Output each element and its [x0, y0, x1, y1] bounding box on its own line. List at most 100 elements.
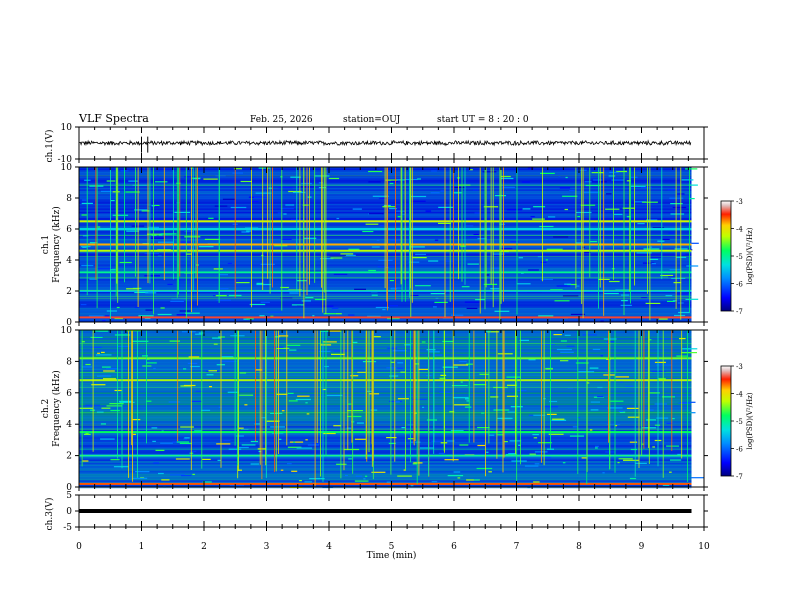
ch1-spec-speckle	[431, 170, 437, 172]
ch2-spec-speckle	[362, 361, 377, 363]
ch1-spec-speckle	[492, 253, 505, 255]
ch1-spec-speckle	[622, 207, 635, 209]
ch2-spec-speckle	[169, 340, 180, 342]
ch2-spec-speckle	[288, 400, 298, 402]
ch2-spec-speckle	[365, 475, 368, 477]
ch1-spec-speckle	[464, 301, 480, 303]
ch2-spec-speckle	[280, 469, 284, 471]
ch2-spec-noise-row	[79, 374, 692, 377]
ch1-spec-speckle	[307, 270, 324, 272]
ch2-spec-noise-row	[79, 453, 692, 455]
ch2-spec-speckle	[388, 442, 396, 444]
ch1-spec-speckle	[532, 218, 545, 220]
ch1-spec-speckle	[434, 301, 448, 303]
ch2-spec-speckle	[201, 409, 211, 411]
ch2-spec-speckle	[671, 418, 675, 420]
ch1-spec-y-tick-label: 4	[66, 256, 72, 266]
ch2-spec-speckle	[354, 438, 367, 440]
ch2-spec-speckle	[250, 440, 259, 443]
ch1-spec-speckle	[246, 230, 251, 232]
ch1-spec-speckle	[637, 223, 645, 225]
ch1-spec-speckle	[507, 209, 522, 211]
ch1-spec-speckle	[331, 307, 339, 309]
ch1-spec-speckle	[533, 206, 546, 208]
ch2-spec-speckle	[679, 338, 686, 340]
ch2-spec-speckle	[190, 365, 200, 368]
ch2-spec-speckle	[403, 469, 406, 471]
ch1-spec-speckle	[110, 200, 115, 202]
ch2-spec-speckle	[438, 452, 445, 454]
ch2-spec-speckle	[304, 481, 313, 483]
ch2-spec-speckle	[356, 422, 364, 424]
x-tick-label: 0	[76, 542, 82, 552]
ch2-spec-speckle	[453, 397, 469, 399]
ch1-spec-speckle	[600, 320, 604, 322]
ch1-spec-speckle	[590, 241, 598, 243]
ch1-spec-speckle	[155, 181, 168, 183]
ch2-spec-speckle	[602, 472, 605, 474]
ch1-spec-speckle	[538, 315, 554, 317]
ch2-spec-speckle	[279, 438, 282, 440]
ch2-spec-speckle	[158, 472, 164, 475]
ch2-spec-speckle	[543, 398, 546, 400]
ch1-spec-speckle	[126, 230, 140, 232]
ch2-spec-speckle	[85, 363, 91, 366]
ch1-spec-speckle	[460, 245, 466, 247]
ch1-spec-speckle	[112, 214, 129, 216]
ch1-spec-speckle	[434, 239, 439, 241]
ch1-spec-speckle	[494, 310, 510, 312]
ch1-spec-speckle	[567, 283, 577, 286]
ch2-spec-speckle	[106, 368, 119, 370]
ch2-spec-speckle	[138, 428, 152, 431]
ch2-spec-noise-row	[79, 398, 692, 401]
ch1-spec-speckle	[354, 288, 366, 290]
ch2-spec-speckle	[331, 353, 345, 355]
ch2-spec-colorbar-tick-label: -3	[736, 363, 743, 371]
figure-title: VLF Spectra	[79, 112, 149, 125]
ch2-spec-speckle	[307, 444, 319, 446]
ch2-spec-speckle	[453, 471, 461, 473]
ch1-spec-speckle	[147, 233, 162, 235]
ch2-spec-speckle	[440, 374, 447, 376]
ch2-spec-speckle	[161, 479, 170, 481]
ch2-spec-speckle	[618, 410, 624, 412]
ch2-spec-noise-row	[79, 330, 692, 332]
ch2-spec-speckle	[81, 366, 93, 368]
ch2-spec-speckle	[433, 433, 441, 435]
ch2-spec-noise-row	[79, 474, 692, 476]
ch2-spec-speckle	[533, 437, 538, 439]
ch1-spec-speckle	[291, 304, 304, 306]
ch1-spec-speckle	[688, 184, 698, 186]
ch1-spec-speckle	[278, 187, 293, 189]
ch2-spec-speckle	[606, 341, 615, 343]
ch2-spec-noise-row	[79, 477, 692, 479]
ch2-spec-speckle	[347, 410, 363, 412]
ch1-spec-speckle	[134, 209, 148, 211]
ch2-spec-speckle	[389, 375, 399, 377]
ch1-spec-speckle	[510, 241, 519, 243]
ch2-spec-speckle	[420, 447, 434, 449]
ch2-spec-speckle	[473, 479, 480, 481]
ch2-spec-noise-row	[79, 422, 692, 425]
ch2-spec-speckle	[133, 433, 136, 435]
ch1-spec-speckle	[412, 257, 427, 259]
ch2-spec-speckle	[79, 407, 94, 409]
ch1-spec-speckle	[305, 296, 314, 299]
ch2-spec-speckle	[572, 426, 578, 428]
ch1-spec-speckle	[408, 261, 420, 263]
ch1-spec-speckle	[385, 179, 398, 181]
ch1-spec-speckle	[280, 297, 293, 299]
ch2-spec-speckle	[194, 430, 202, 432]
ch1-spec-speckle	[605, 193, 612, 195]
ch2-spec-noise-row	[79, 373, 692, 375]
ch2-spec-speckle	[239, 372, 247, 374]
ch2-spec-speckle	[190, 450, 197, 452]
ch2-spec-speckle	[426, 349, 436, 351]
ch1-spec-speckle	[660, 274, 674, 277]
ch2-spec-speckle	[117, 345, 130, 347]
ch1-spec-speckle	[539, 225, 554, 228]
ch2-spec-noise-row	[79, 469, 692, 471]
ch2-spec-y-tick-label: 0	[66, 483, 72, 493]
ch1-spec-speckle	[585, 184, 600, 187]
ch1-spec-speckle	[145, 292, 157, 294]
